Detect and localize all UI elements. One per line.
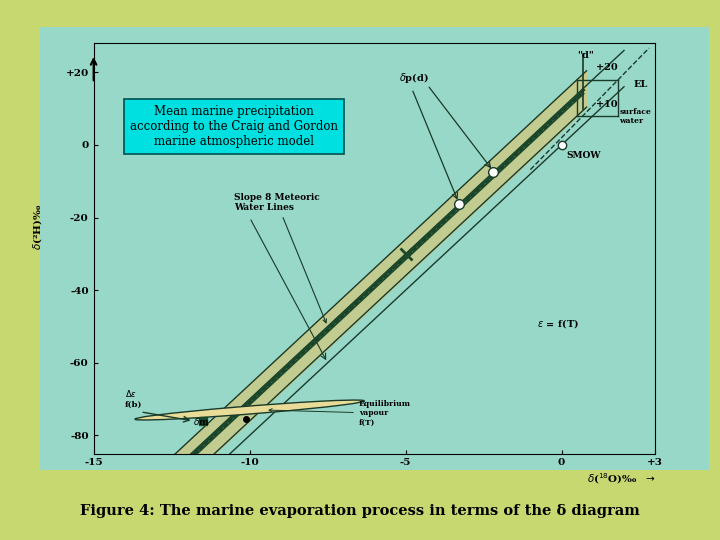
Text: $\varepsilon$ = f(T): $\varepsilon$ = f(T): [536, 317, 579, 330]
Text: surface
water: surface water: [619, 108, 651, 125]
Text: Slope 8 Meteoric
Water Lines: Slope 8 Meteoric Water Lines: [234, 193, 326, 323]
Text: $\delta$(²H)‰: $\delta$(²H)‰: [31, 204, 44, 250]
Text: $\delta$p(d): $\delta$p(d): [400, 71, 429, 85]
Text: $\delta$($^{18}$O)‰  $\rightarrow$: $\delta$($^{18}$O)‰ $\rightarrow$: [587, 471, 655, 486]
Text: "d": "d": [577, 51, 594, 60]
Text: Figure 4: The marine evaporation process in terms of the δ diagram: Figure 4: The marine evaporation process…: [80, 504, 640, 518]
Text: +10: +10: [596, 100, 618, 109]
Ellipse shape: [135, 400, 364, 420]
Text: +20: +20: [596, 63, 618, 72]
Text: Equilibrium
vapour
f(T): Equilibrium vapour f(T): [269, 400, 411, 427]
Text: $\delta$m: $\delta$m: [194, 416, 210, 427]
Text: Mean marine precipitation
according to the Craig and Gordon
marine atmospheric m: Mean marine precipitation according to t…: [130, 105, 338, 148]
Text: EL: EL: [634, 80, 648, 89]
Text: $\Delta\varepsilon$
f(b): $\Delta\varepsilon$ f(b): [125, 388, 142, 408]
Text: SMOW: SMOW: [566, 151, 600, 160]
